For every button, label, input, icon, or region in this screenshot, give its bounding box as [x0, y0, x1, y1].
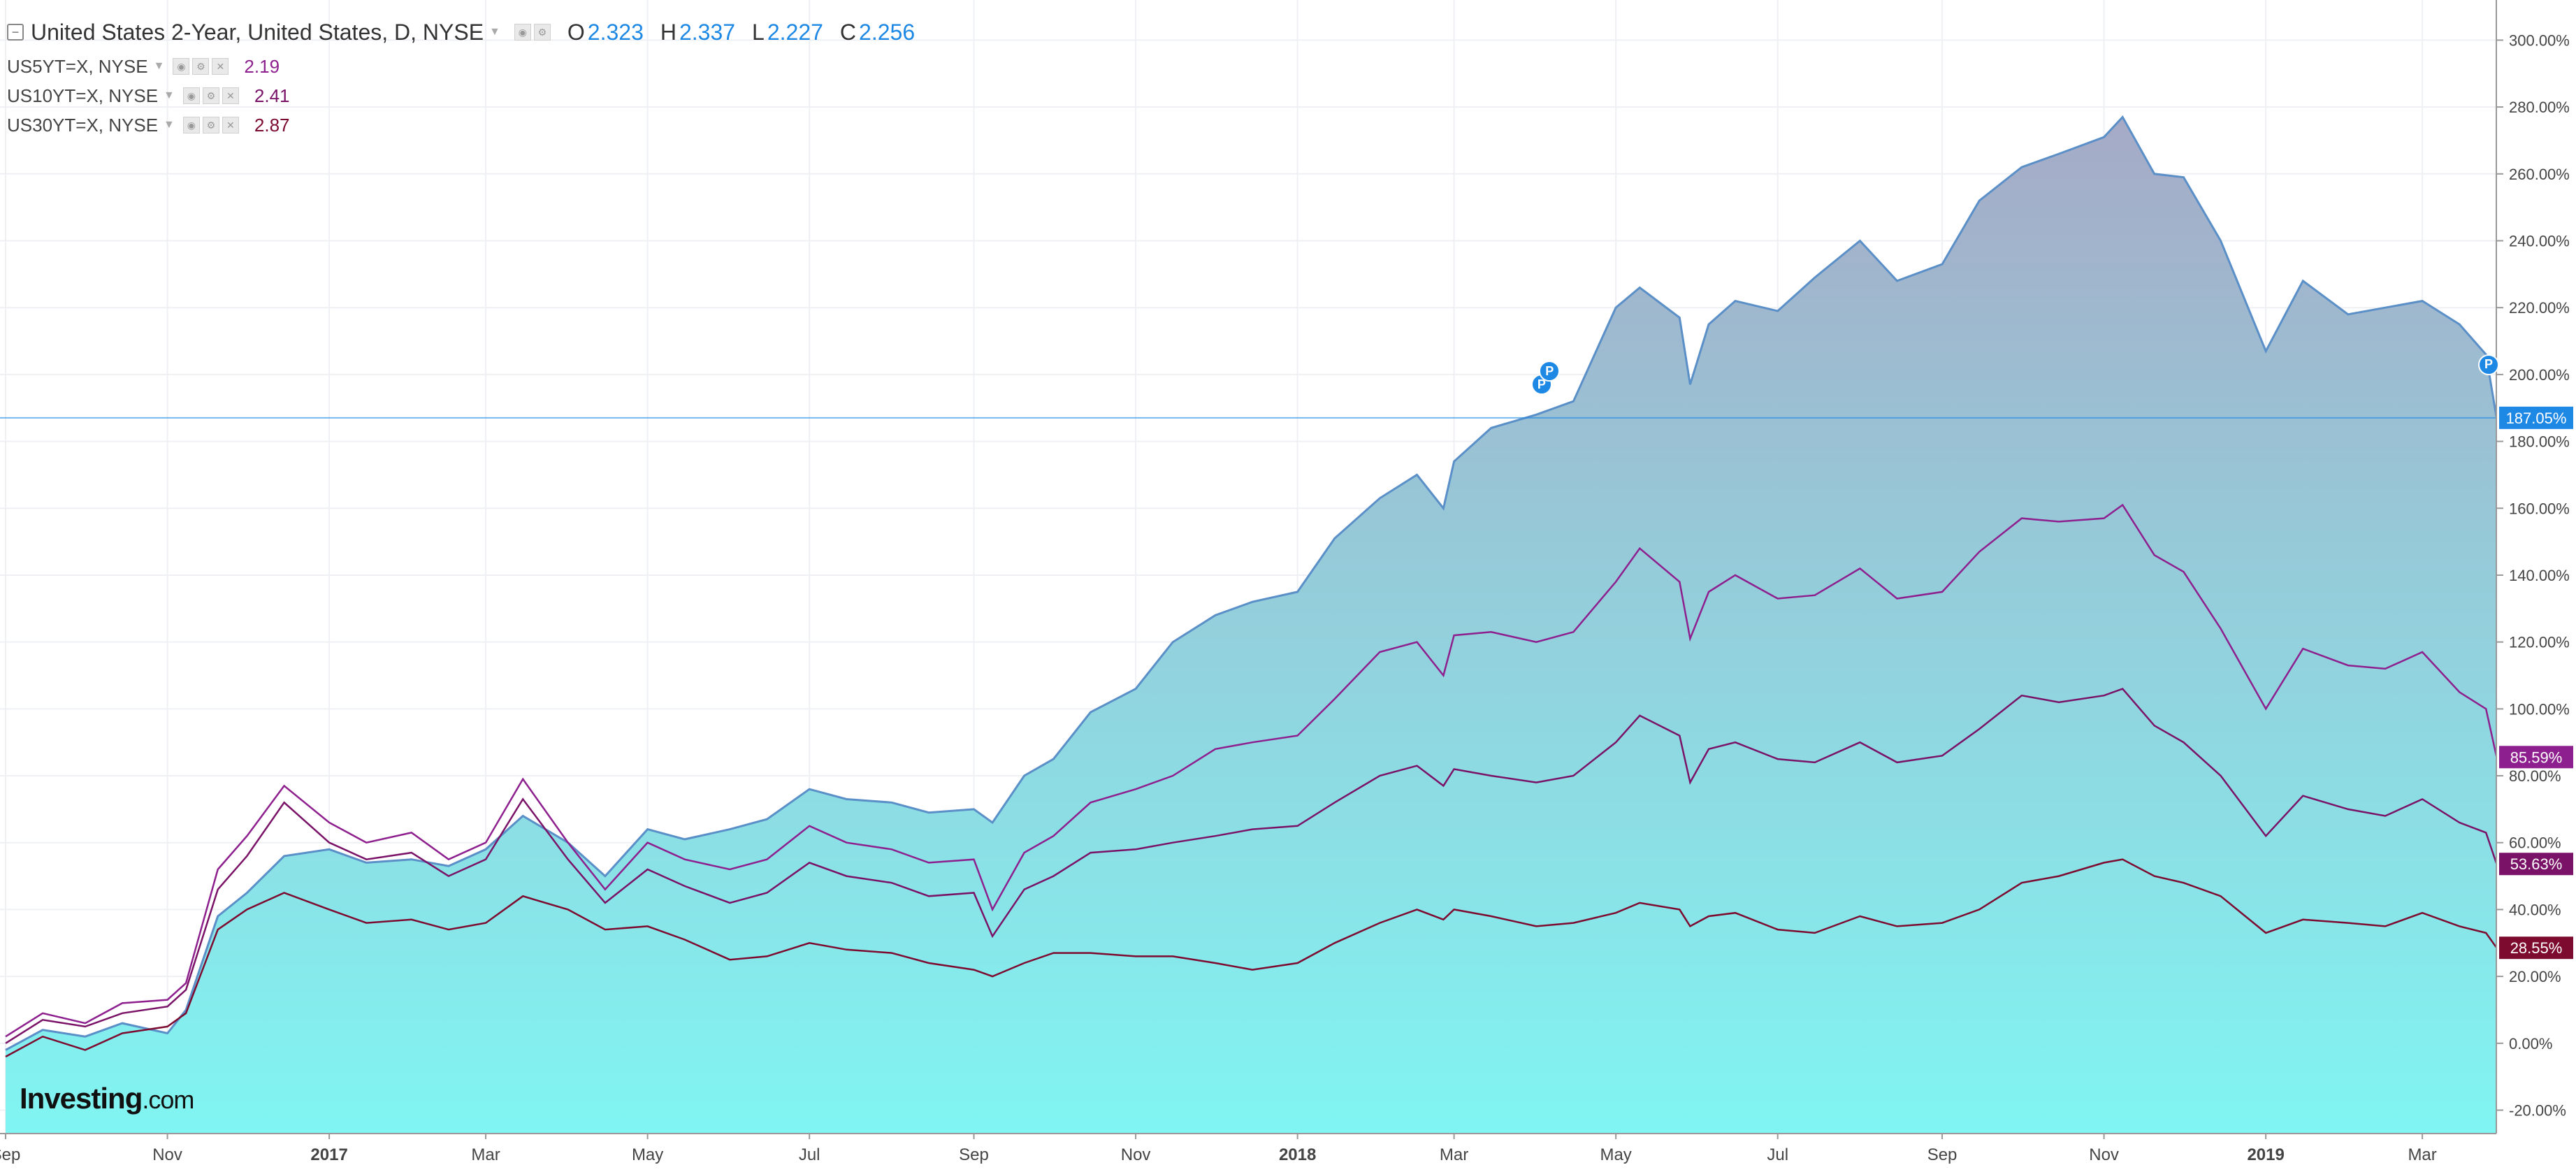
price-label-text: 187.05%: [2506, 410, 2567, 427]
series-line-1: [5, 503, 2496, 1038]
legend-series-row: US30YT=X, NYSE ▼ ◉ ⚙ ✕ 2.87: [7, 110, 915, 140]
y-tick-label: 120.00%: [2509, 634, 2570, 651]
y-tick-label: 20.00%: [2509, 968, 2561, 985]
eye-icon[interactable]: ◉: [182, 117, 200, 133]
settings-icon[interactable]: ⚙: [202, 87, 219, 104]
series-line-3: [5, 858, 2496, 1058]
series-name[interactable]: US10YT=X, NYSE: [7, 85, 159, 106]
series-value: 2.19: [244, 55, 280, 77]
price-label-text: 53.63%: [2510, 855, 2563, 873]
x-tick-label: Sep: [1927, 1145, 1958, 1164]
price-label-bg: [2499, 406, 2573, 429]
chevron-down-icon[interactable]: ▼: [153, 60, 165, 72]
high-label: H: [660, 19, 676, 45]
legend: − United States 2-Year, United States, D…: [7, 13, 915, 140]
chevron-down-icon[interactable]: ▼: [164, 119, 175, 131]
price-labels: 187.05% 85.59% 53.63% 28.55%: [2499, 406, 2573, 960]
x-tick-label: 2018: [1279, 1145, 1316, 1164]
y-tick-label: 100.00%: [2509, 700, 2570, 718]
y-tick-label: 40.00%: [2509, 901, 2561, 918]
x-tick-label: Jul: [799, 1145, 820, 1164]
price-label-bg: [2499, 746, 2573, 769]
y-tick-label: -20.00%: [2509, 1102, 2566, 1120]
y-tick-label: 240.00%: [2509, 232, 2570, 249]
y-tick-label: 280.00%: [2509, 99, 2570, 116]
close-icon[interactable]: ✕: [222, 87, 239, 104]
price-label-bg: [2499, 936, 2573, 960]
series-layer: [0, 115, 2496, 1134]
investing-logo: Investing.com: [20, 1082, 194, 1115]
close-icon[interactable]: ✕: [222, 117, 239, 133]
y-tick-label: 300.00%: [2509, 31, 2570, 49]
y-tick-label: 140.00%: [2509, 567, 2570, 584]
y-tick-label: 160.00%: [2509, 500, 2570, 517]
y-tick-label: 220.00%: [2509, 299, 2570, 317]
close-label: C: [839, 19, 857, 45]
eye-icon[interactable]: ◉: [182, 87, 200, 104]
x-tick-label: Mar: [2408, 1145, 2436, 1164]
event-marker-icon[interactable]: P: [2478, 354, 2500, 375]
x-tick-label: Jul: [1767, 1145, 1788, 1164]
y-tick-label: 0.00%: [2509, 1035, 2552, 1052]
y-tick-label: 80.00%: [2509, 767, 2561, 785]
y-tick-label: 200.00%: [2509, 366, 2570, 384]
open-label: O: [567, 19, 585, 45]
eye-icon[interactable]: ◉: [514, 24, 531, 41]
low-value: 2.227: [767, 19, 823, 45]
series-area-fill: [6, 117, 2496, 1134]
legend-series-row: US5YT=X, NYSE ▼ ◉ ⚙ ✕ 2.19: [7, 52, 915, 81]
logo-main: Investing: [20, 1082, 143, 1115]
price-label-bg: [2499, 853, 2573, 876]
x-tick-label: 2017: [310, 1145, 347, 1164]
x-tick-label: Nov: [152, 1145, 182, 1164]
price-label-text: 85.59%: [2510, 748, 2563, 766]
y-tick-label: 60.00%: [2509, 834, 2561, 852]
series-name[interactable]: US5YT=X, NYSE: [7, 55, 148, 77]
chevron-down-icon[interactable]: ▼: [164, 89, 175, 101]
x-tick-label: Nov: [1121, 1145, 1151, 1164]
main-series-title[interactable]: United States 2-Year, United States, D, …: [31, 19, 484, 45]
open-value: 2.323: [587, 19, 644, 45]
series-line-2: [5, 688, 2496, 1044]
x-tick-label: Sep: [0, 1145, 20, 1164]
x-tick-label: May: [632, 1145, 663, 1164]
legend-series-row: US10YT=X, NYSE ▼ ◉ ⚙ ✕ 2.41: [7, 81, 915, 110]
series-area-line: [5, 115, 2496, 1051]
settings-icon[interactable]: ⚙: [202, 117, 219, 133]
close-value: 2.256: [859, 19, 916, 45]
price-label-text: 28.55%: [2510, 939, 2563, 957]
series-value: 2.41: [254, 85, 290, 106]
x-tick-label: Mar: [1440, 1145, 1468, 1164]
series-value: 2.87: [254, 114, 290, 136]
legend-main-row: − United States 2-Year, United States, D…: [7, 13, 915, 52]
logo-suffix: .com: [142, 1085, 194, 1114]
close-icon[interactable]: ✕: [212, 58, 229, 75]
y-tick-label: 260.00%: [2509, 166, 2570, 183]
settings-icon[interactable]: ⚙: [533, 24, 551, 41]
x-tick-label: May: [1600, 1145, 1631, 1164]
collapse-icon[interactable]: −: [7, 24, 24, 41]
series-name[interactable]: US30YT=X, NYSE: [7, 114, 159, 136]
eye-icon[interactable]: ◉: [173, 58, 190, 75]
x-tick-label: Sep: [959, 1145, 989, 1164]
x-tick-label: 2019: [2247, 1145, 2284, 1164]
settings-icon[interactable]: ⚙: [192, 58, 210, 75]
event-marker-icon[interactable]: P: [1539, 361, 1561, 382]
x-tick-label: Mar: [471, 1145, 500, 1164]
x-tick-label: Nov: [2089, 1145, 2119, 1164]
y-tick-label: 180.00%: [2509, 433, 2570, 451]
chevron-down-icon[interactable]: ▼: [489, 26, 500, 38]
low-label: L: [752, 19, 765, 45]
high-value: 2.337: [679, 19, 736, 45]
